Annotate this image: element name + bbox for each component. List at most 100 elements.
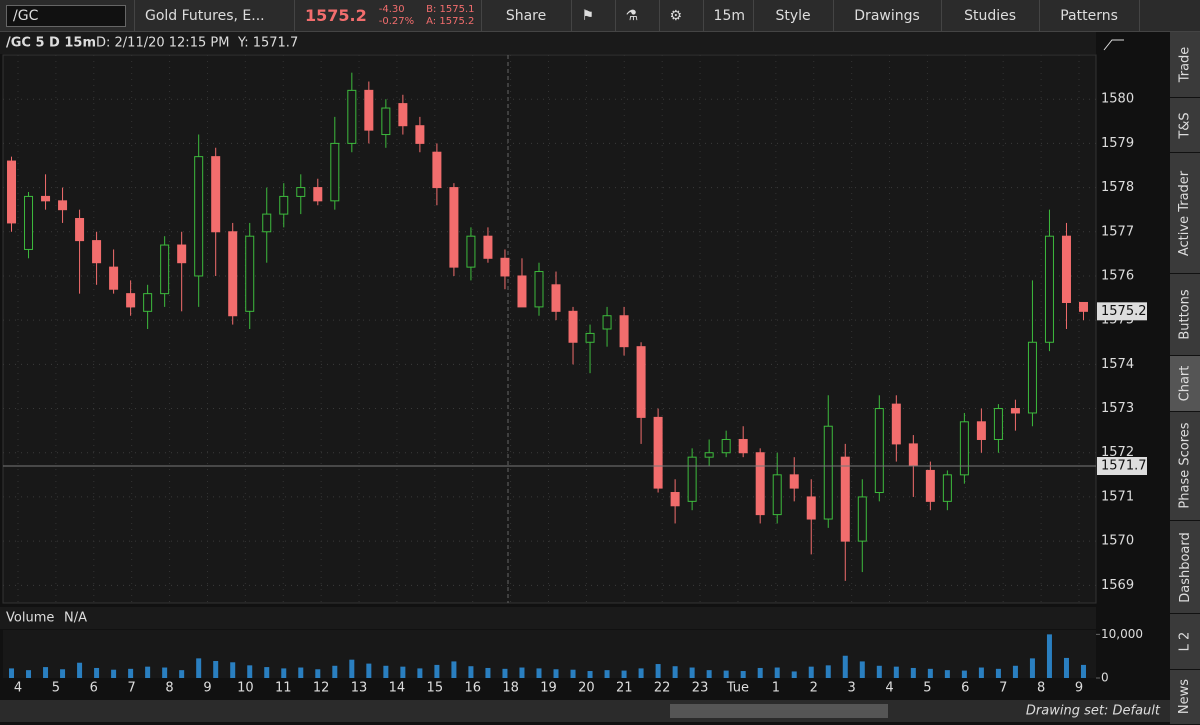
studies-button[interactable]: Studies (942, 0, 1040, 32)
volume-bar (1080, 664, 1086, 678)
side-tab[interactable]: Buttons (1170, 273, 1200, 357)
x-tick-label: 14 (389, 681, 406, 696)
candle-body (109, 266, 119, 290)
volume-bar (961, 670, 967, 678)
candle-body (262, 213, 272, 233)
lab-button[interactable]: ⚗ (616, 0, 660, 32)
volume-bar (1029, 658, 1035, 678)
volume-bar (485, 667, 491, 678)
x-tick-label: 8 (1037, 681, 1045, 696)
side-tab[interactable]: Chart (1170, 356, 1200, 412)
x-tick-label: 18 (502, 681, 519, 696)
patterns-button[interactable]: Patterns (1040, 0, 1140, 32)
y-tick-label: 1570 (1101, 534, 1134, 549)
volume-bar (281, 668, 287, 678)
side-tab[interactable]: Phase Scores (1170, 411, 1200, 522)
volume-bar (264, 667, 270, 678)
drawings-button[interactable]: Drawings (834, 0, 942, 32)
volume-bar (145, 666, 151, 678)
chart-header (0, 32, 1096, 54)
candle-body (483, 235, 493, 259)
volume-bar (638, 668, 644, 678)
crosshair-label: 1571.7 (1101, 459, 1147, 474)
volume-bar (315, 669, 321, 678)
volume-bar (774, 667, 780, 678)
volume-bar (230, 662, 236, 678)
style-button[interactable]: Style (754, 0, 834, 32)
candle-body (381, 107, 391, 136)
flag-button[interactable]: ⚑ (572, 0, 616, 32)
side-tab-label: L 2 (1177, 631, 1193, 652)
volume-tick-label: 0 (1101, 671, 1109, 685)
change: -4.30 (378, 3, 405, 15)
settings-button[interactable]: ⚙ (660, 0, 704, 32)
plot-area (2, 54, 1097, 604)
volume-bar (26, 670, 32, 678)
volume-bar (910, 667, 916, 678)
candle-body (959, 421, 969, 476)
side-tab[interactable]: Dashboard (1170, 521, 1200, 615)
style-icon[interactable] (1103, 39, 1124, 51)
candle-body (534, 271, 544, 308)
candle-body (806, 496, 816, 520)
candle-body (551, 284, 561, 312)
y-tick-label: 1571 (1101, 489, 1134, 504)
volume-tick-label: 10,000 (1101, 627, 1143, 641)
volume-bar (570, 669, 576, 678)
volume-bar (723, 670, 729, 678)
timeframe-button[interactable]: 15m (704, 0, 754, 32)
symbol-box[interactable]: /GC (6, 4, 126, 27)
candle-body (619, 315, 629, 348)
candle-body (58, 200, 68, 211)
volume-bar (740, 671, 746, 678)
candle-body (840, 456, 850, 542)
volume-bar (519, 667, 525, 678)
candle-body (347, 89, 357, 144)
volume-bar (43, 667, 49, 678)
side-tabs: Trade T&S Active Trader Buttons Chart Phase S… (1170, 32, 1200, 725)
candle-body (704, 452, 714, 458)
volume-bar (808, 666, 814, 678)
candle-body (1078, 301, 1088, 312)
candle-body (976, 421, 986, 440)
volume-bar (77, 662, 83, 678)
candle-body (466, 235, 476, 268)
side-tab[interactable]: L 2 (1170, 614, 1200, 670)
candle-body (92, 240, 102, 264)
side-tab[interactable]: T&S (1170, 98, 1200, 154)
x-tick-label: 2 (810, 681, 818, 696)
candle-body (1010, 408, 1020, 414)
x-tick-label: 4 (14, 681, 22, 696)
crosshair-date: D: 2/11/20 12:15 PM (96, 36, 229, 51)
side-tab[interactable]: Trade (1170, 32, 1200, 99)
scrollbar-thumb[interactable] (670, 704, 888, 718)
candle-body (772, 474, 782, 516)
candle-body (211, 156, 221, 233)
volume-bar (655, 664, 661, 678)
volume-bar (349, 659, 355, 678)
side-tab-label: Phase Scores (1177, 422, 1193, 509)
bid: B: 1575.1 (426, 3, 475, 15)
side-tab[interactable]: News (1170, 669, 1200, 725)
crosshair-value: Y: 1571.7 (237, 36, 298, 51)
x-tick-label: 20 (578, 681, 595, 696)
volume-bar (417, 668, 423, 678)
volume-bar (60, 669, 66, 678)
candle-body (500, 257, 510, 277)
share-button[interactable]: Share (482, 0, 572, 32)
candle-body (330, 142, 340, 202)
volume-bar (213, 660, 219, 678)
volume-bar (842, 655, 848, 678)
candle-body (602, 315, 612, 330)
volume-header (0, 607, 1096, 629)
side-tab-label: Active Trader (1177, 170, 1193, 256)
side-tab-label: T&S (1177, 112, 1193, 139)
volume-bar (502, 668, 508, 678)
toolbar: /GC Gold Futures, E... 1575.2 -4.30 -0.27… (0, 0, 1200, 32)
candle-body (670, 492, 680, 507)
change-pct: -0.27% (378, 15, 415, 27)
candle-body (1061, 235, 1071, 303)
side-tab[interactable]: Active Trader (1170, 153, 1200, 274)
x-tick-label: Tue (726, 681, 749, 696)
drawing-set: Drawing set: Default (1026, 704, 1161, 719)
